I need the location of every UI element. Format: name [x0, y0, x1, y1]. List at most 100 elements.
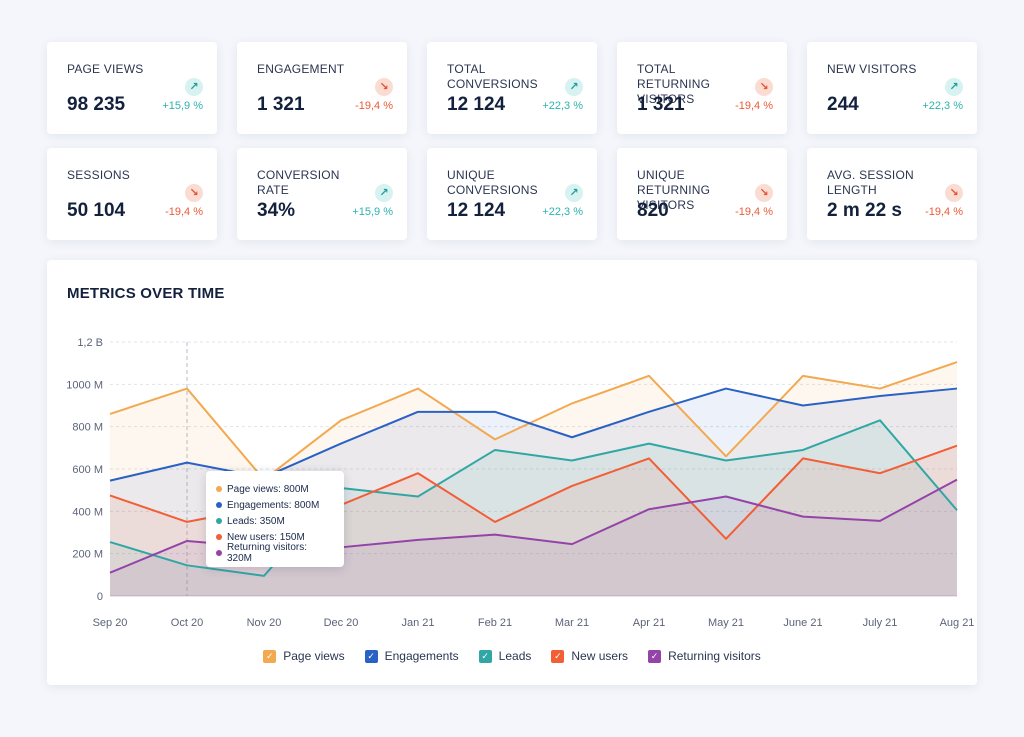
y-tick-label: 600 M — [72, 464, 103, 476]
kpi-card-unique-returning-visitors[interactable]: UNIQUE RETURNING VISITORS ↘ 820 -19,4 % — [617, 148, 787, 240]
check-icon: ✓ — [551, 649, 565, 663]
kpi-delta: +22,3 % — [542, 206, 583, 218]
chart-title: METRICS OVER TIME — [67, 285, 225, 302]
arrow-down-right-icon: ↘ — [375, 78, 393, 96]
x-tick-label: Jan 21 — [401, 617, 434, 629]
tooltip-row: Page views: 800M — [216, 481, 334, 497]
tooltip-text: Leads: 350M — [227, 515, 285, 527]
legend-item-page-views[interactable]: ✓ Page views — [263, 649, 345, 663]
tooltip-dot — [216, 550, 222, 556]
x-tick-label: Nov 20 — [247, 617, 282, 629]
arrow-up-right-icon: ↗ — [565, 184, 583, 202]
kpi-label: AVG. SESSION LENGTH — [827, 168, 914, 197]
kpi-card-page-views[interactable]: PAGE VIEWS ↗ 98 235 +15,9 % — [47, 42, 217, 134]
x-tick-label: June 21 — [783, 617, 822, 629]
check-icon: ✓ — [648, 649, 662, 663]
legend-item-leads[interactable]: ✓ Leads — [478, 649, 532, 663]
kpi-card-avg-session-length[interactable]: AVG. SESSION LENGTH ↘ 2 m 22 s -19,4 % — [807, 148, 977, 240]
tooltip-text: Engagements: 800M — [227, 499, 320, 511]
y-tick-label: 200 M — [72, 549, 103, 561]
tooltip-text: New users: 150M — [227, 531, 305, 543]
tooltip-dot — [216, 486, 222, 492]
check-icon: ✓ — [263, 649, 277, 663]
tooltip-dot — [216, 534, 222, 540]
kpi-card-conversion-rate[interactable]: CONVERSION RATE ↗ 34% +15,9 % — [237, 148, 407, 240]
arrow-up-right-icon: ↗ — [375, 184, 393, 202]
kpi-card-engagement[interactable]: ENGAGEMENT ↘ 1 321 -19,4 % — [237, 42, 407, 134]
kpi-value: 244 — [827, 94, 859, 115]
kpi-grid: PAGE VIEWS ↗ 98 235 +15,9 % ENGAGEMENT ↘… — [47, 42, 977, 240]
kpi-label: TOTAL CONVERSIONS — [447, 62, 538, 91]
kpi-card-new-visitors[interactable]: NEW VISITORS ↗ 244 +22,3 % — [807, 42, 977, 134]
arrow-down-right-icon: ↘ — [185, 184, 203, 202]
kpi-card-sessions[interactable]: SESSIONS ↘ 50 104 -19,4 % — [47, 148, 217, 240]
kpi-value: 98 235 — [67, 94, 126, 115]
x-tick-label: July 21 — [863, 617, 898, 629]
legend-label: Returning visitors — [668, 649, 761, 663]
kpi-value: 50 104 — [67, 200, 126, 221]
x-tick-label: Aug 21 — [940, 617, 975, 629]
tooltip-dot — [216, 502, 222, 508]
kpi-label: PAGE VIEWS — [67, 62, 144, 76]
x-tick-label: Dec 20 — [324, 617, 359, 629]
legend-label: Page views — [283, 649, 345, 663]
chart-tooltip: Page views: 800M Engagements: 800M Leads… — [206, 471, 344, 567]
legend-item-new-users[interactable]: ✓ New users — [551, 649, 628, 663]
y-tick-label: 400 M — [72, 506, 103, 518]
legend-item-engagements[interactable]: ✓ Engagements — [364, 649, 459, 663]
line-page-views — [109, 361, 958, 481]
tooltip-text: Returning visitors: 320M — [226, 542, 307, 564]
kpi-value: 1 321 — [257, 94, 305, 115]
kpi-value: 34% — [257, 200, 296, 221]
tooltip-row: Engagements: 800M — [216, 497, 334, 513]
kpi-label: NEW VISITORS — [827, 62, 917, 76]
x-tick-label: Feb 21 — [478, 617, 512, 629]
check-icon: ✓ — [478, 649, 492, 663]
arrow-down-right-icon: ↘ — [755, 184, 773, 202]
legend-label: Engagements — [384, 649, 459, 663]
kpi-card-total-conversions[interactable]: TOTAL CONVERSIONS ↗ 12 124 +22,3 % — [427, 42, 597, 134]
x-tick-label: Sep 20 — [93, 617, 128, 629]
kpi-delta: +22,3 % — [542, 100, 583, 112]
arrow-up-right-icon: ↗ — [565, 78, 583, 96]
tooltip-row: Leads: 350M — [216, 513, 334, 529]
kpi-delta: +15,9 % — [352, 206, 393, 218]
kpi-value: 1 321 — [637, 94, 685, 115]
kpi-delta: -19,4 % — [735, 206, 773, 218]
arrow-down-right-icon: ↘ — [945, 184, 963, 202]
kpi-delta: -19,4 % — [925, 206, 963, 218]
tooltip-dot — [216, 518, 222, 524]
legend-label: Leads — [498, 649, 532, 663]
x-tick-label: Oct 20 — [171, 617, 203, 629]
arrow-up-right-icon: ↗ — [185, 78, 203, 96]
kpi-label: ENGAGEMENT — [257, 62, 345, 76]
kpi-card-total-returning-visitors[interactable]: TOTAL RETURNING VISITORS ↘ 1 321 -19,4 % — [617, 42, 787, 134]
y-tick-label: 1,2 B — [77, 337, 103, 349]
kpi-delta: +22,3 % — [922, 100, 963, 112]
kpi-delta: -19,4 % — [165, 206, 203, 218]
kpi-label: UNIQUE RETURNING VISITORS — [637, 168, 711, 212]
legend-label: New users — [571, 649, 629, 663]
x-tick-label: Mar 21 — [555, 617, 589, 629]
tooltip-text: Page views: 800M — [227, 483, 309, 495]
kpi-value: 820 — [637, 200, 669, 221]
kpi-label: TOTAL RETURNING VISITORS — [637, 62, 711, 106]
kpi-delta: -19,4 % — [735, 100, 773, 112]
kpi-delta: +15,9 % — [162, 100, 203, 112]
y-tick-label: 0 — [97, 591, 103, 603]
x-tick-label: May 21 — [708, 617, 744, 629]
check-icon: ✓ — [364, 649, 378, 663]
kpi-value: 12 124 — [447, 94, 506, 115]
kpi-card-unique-conversions[interactable]: UNIQUE CONVERSIONS ↗ 12 124 +22,3 % — [427, 148, 597, 240]
arrow-up-right-icon: ↗ — [945, 78, 963, 96]
tooltip-row: Returning visitors: 320M — [216, 542, 334, 564]
kpi-label: SESSIONS — [67, 168, 130, 182]
x-tick-label: Apr 21 — [633, 617, 665, 629]
kpi-label: UNIQUE CONVERSIONS — [447, 168, 538, 197]
tooltip-row: New users: 150M — [216, 529, 334, 545]
legend-item-returning-visitors[interactable]: ✓ Returning visitors — [648, 649, 761, 663]
chart-legend: ✓ Page views ✓ Engagements ✓ Leads ✓ New… — [47, 649, 977, 663]
metrics-chart: 0 200 M 400 M 600 M 800 M 1000 M 1,2 B Sep 20 Oc… — [66, 337, 975, 629]
kpi-delta: -19,4 % — [355, 100, 393, 112]
kpi-value: 2 m 22 s — [827, 200, 902, 221]
